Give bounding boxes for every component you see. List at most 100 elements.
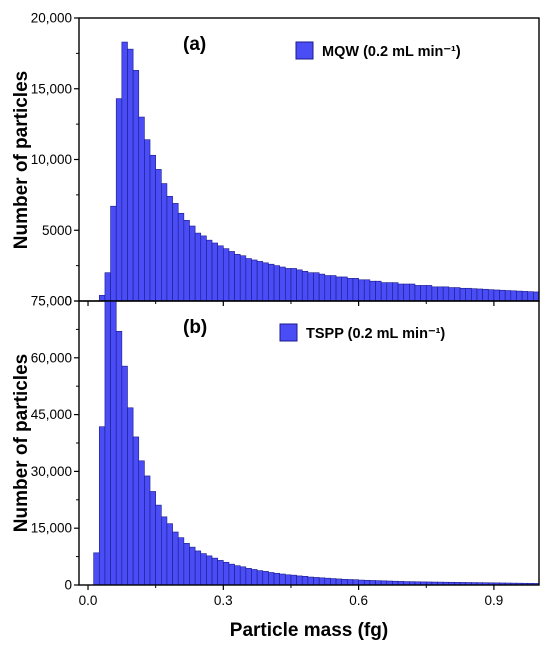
bars-a (98, 41, 540, 302)
histogram-bar-a (189, 225, 196, 302)
histogram-bar-b (206, 555, 213, 586)
y-tick-label-a: 20,000 (31, 11, 72, 26)
histogram-bar-b (335, 578, 342, 586)
x-axis-title: Particle mass (fg) (230, 620, 388, 641)
x-tick-label: 0.9 (485, 593, 504, 608)
x-ticks-b: 0.0 0.3 0.6 0.9 (79, 585, 504, 608)
histogram-bar-a (442, 286, 450, 302)
histogram-bar-b (149, 491, 156, 586)
histogram-bar-b (239, 566, 247, 586)
histogram-bar-a (341, 276, 348, 302)
histogram-bar-a (256, 261, 264, 302)
histogram-bar-b (104, 300, 111, 586)
histogram-bar-a (132, 70, 140, 302)
histogram-bar-a (454, 287, 461, 302)
histogram-bar-a (448, 287, 455, 302)
y-axis-title-b: Number of particles (11, 354, 32, 532)
bars-b (93, 300, 540, 586)
histogram-bar-a (358, 279, 365, 302)
histogram-bar-a (206, 239, 213, 302)
panel-a: 0 5000 10,000 15,000 20,000 (a) MQW (0.2 mL … (31, 11, 540, 309)
histogram-bar-a (268, 263, 275, 302)
histogram-bar-a (521, 291, 529, 302)
histogram-bar-a (307, 272, 314, 302)
histogram-bar-b (177, 537, 185, 586)
histogram-bar-a (273, 265, 280, 302)
histogram-bar-b (144, 475, 151, 586)
histogram-bar-a (183, 220, 190, 302)
histogram-bar-b (223, 561, 230, 586)
histogram-bar-a (504, 290, 512, 302)
histogram-bar-a (375, 280, 382, 302)
histogram-bar-a (217, 245, 224, 302)
y-tick-label-a: 15,000 (31, 81, 72, 96)
histogram-bar-a (392, 282, 399, 302)
histogram-bar-a (437, 286, 444, 302)
histogram-bar-a (471, 288, 478, 302)
histogram-bar-b (200, 553, 207, 586)
histogram-bar-a (138, 116, 145, 302)
y-tick-label-b: 30,000 (31, 464, 72, 479)
y-ticks-a: 0 5000 10,000 15,000 20,000 (31, 11, 495, 309)
histogram-bar-b (296, 575, 303, 586)
histogram-bar-b (245, 568, 252, 586)
histogram-bar-b (256, 570, 264, 586)
histogram-bar-b (352, 579, 359, 586)
histogram-bar-a (228, 251, 235, 302)
histogram-bar-a (369, 280, 376, 302)
histogram-bar-b (121, 365, 128, 586)
histogram-bar-a (330, 275, 337, 302)
histogram-bar-a (223, 248, 230, 302)
histogram-bar-a (476, 288, 483, 302)
histogram-bar-b (183, 543, 190, 586)
histogram-bar-b (132, 436, 140, 586)
histogram-bar-b (98, 426, 106, 586)
x-tick-label: 0.6 (349, 593, 368, 608)
histogram-bar-a (98, 295, 106, 302)
histogram-bar-b (268, 572, 275, 586)
histogram-bar-a (414, 285, 421, 302)
histogram-bar-b (115, 330, 123, 586)
y-tick-label-b: 45,000 (31, 407, 72, 422)
histogram-bar-a (420, 285, 427, 302)
histogram-bar-a (397, 283, 405, 302)
histogram-bar-a (499, 289, 506, 302)
histogram-bar-b (127, 407, 134, 586)
histogram-bar-a (431, 286, 438, 302)
histogram-bar-a (380, 282, 388, 302)
y-ticks-b: 0 15,000 30,000 45,000 60,000 75,000 (31, 294, 79, 593)
histogram-bar-b (330, 578, 337, 586)
histogram-bar-a (409, 283, 416, 302)
y-tick-label-b: 15,000 (31, 521, 72, 536)
histogram-bar-b (262, 571, 269, 586)
histogram-bar-b (172, 531, 179, 586)
legend-label-a: MQW (0.2 mL min⁻¹) (322, 44, 461, 60)
y-tick-label-b: 75,000 (31, 294, 72, 309)
histogram-bar-b (251, 569, 258, 586)
histogram-bar-b (217, 560, 224, 586)
histogram-bar-a (115, 98, 123, 302)
y-tick-label-a: 5000 (42, 223, 72, 238)
histogram-bar-a (200, 235, 207, 302)
histogram-bar-b (285, 574, 292, 586)
histogram-bar-a (510, 290, 517, 302)
histogram-bar-b (234, 565, 241, 586)
y-tick-label-a: 10,000 (31, 152, 72, 167)
histogram-bar-a (177, 212, 185, 302)
histogram-bar-a (313, 272, 320, 302)
y-axis-title-a: Number of particles (11, 71, 32, 249)
histogram-bar-a (318, 273, 326, 302)
histogram-bar-a (211, 242, 218, 302)
histogram-bar-a (363, 279, 371, 302)
x-tick-label: 0.3 (214, 593, 233, 608)
y-tick-label-b: 60,000 (31, 350, 72, 365)
histogram-bar-a (172, 203, 179, 302)
histogram-bar-a (403, 283, 410, 302)
legend-swatch-b (279, 323, 298, 342)
histogram-bar-b (313, 577, 320, 586)
histogram-bar-a (262, 262, 269, 302)
histogram-bar-a (110, 205, 117, 302)
histogram-bar-b (194, 550, 202, 586)
histogram-bar-a (290, 268, 297, 302)
